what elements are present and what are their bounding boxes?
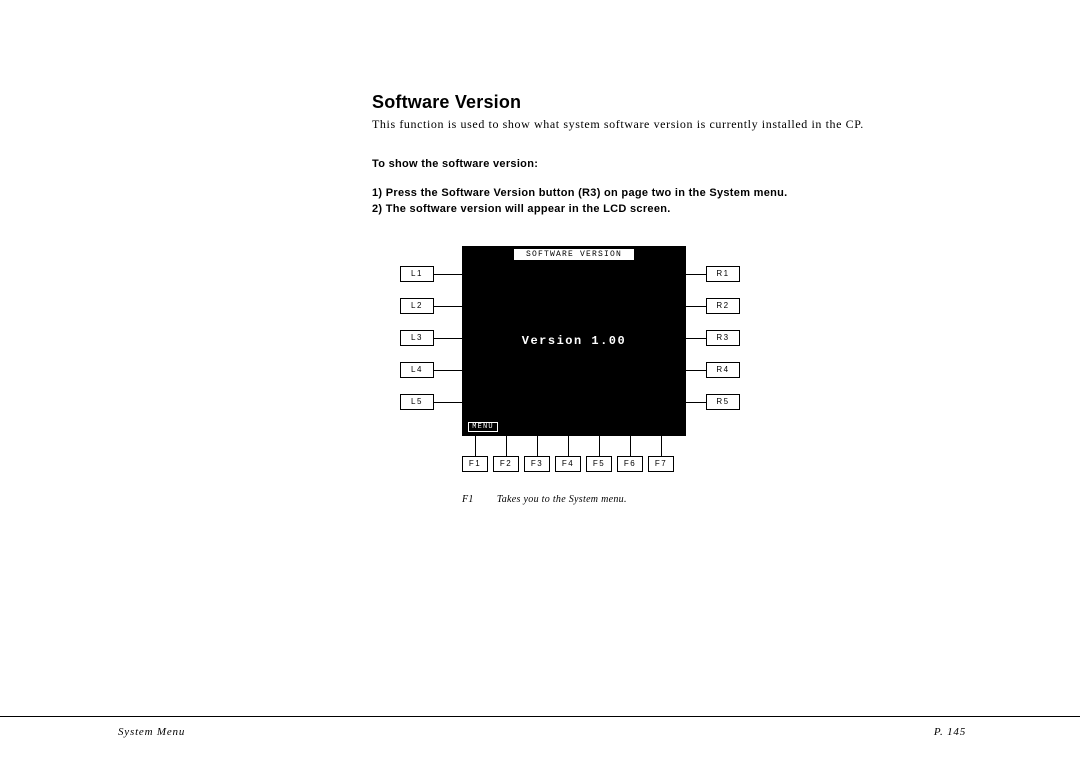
side-button-left: L3 — [400, 330, 434, 346]
connector-line — [678, 338, 706, 339]
connector-line — [434, 306, 462, 307]
side-button-right: R1 — [706, 266, 740, 282]
connector-line — [678, 402, 706, 403]
connector-line — [678, 274, 706, 275]
side-button-right: R4 — [706, 362, 740, 378]
side-button-right: R2 — [706, 298, 740, 314]
connector-line — [568, 436, 569, 456]
connector-line — [661, 436, 662, 456]
connector-line — [599, 436, 600, 456]
lcd-screen: SOFTWARE VERSION Version 1.00 MENU — [462, 246, 686, 436]
connector-line — [475, 436, 476, 456]
connector-line — [434, 370, 462, 371]
f-button-row: F1 F2 F3 F4 F5 F6 F7 — [462, 456, 674, 472]
f-button: F3 — [524, 456, 550, 472]
page-description: This function is used to show what syste… — [372, 117, 962, 132]
lcd-menu-badge: MENU — [468, 422, 498, 432]
f-key-label: F1 — [462, 494, 494, 505]
f-button: F7 — [648, 456, 674, 472]
f-button: F1 — [462, 456, 488, 472]
lcd-version-text: Version 1.00 — [462, 334, 686, 348]
page-heading: Software Version — [372, 92, 962, 113]
connector-line — [630, 436, 631, 456]
side-button-left: L1 — [400, 266, 434, 282]
f-button: F2 — [493, 456, 519, 472]
sub-heading: To show the software version: — [372, 158, 962, 170]
f-button: F4 — [555, 456, 581, 472]
connector-line — [537, 436, 538, 456]
page-footer: System Menu P. 145 — [118, 726, 966, 738]
lcd-title-bar: SOFTWARE VERSION — [514, 249, 634, 260]
footer-rule — [0, 716, 1080, 717]
f-button: F6 — [617, 456, 643, 472]
connector-line — [434, 274, 462, 275]
connector-line — [678, 370, 706, 371]
instruction-line: 1) Press the Software Version button (R3… — [372, 186, 962, 202]
f-button: F5 — [586, 456, 612, 472]
side-button-left: L5 — [400, 394, 434, 410]
side-button-left: L2 — [400, 298, 434, 314]
side-button-right: R5 — [706, 394, 740, 410]
connector-line — [434, 402, 462, 403]
side-button-left: L4 — [400, 362, 434, 378]
connector-line — [434, 338, 462, 339]
footer-page-number: P. 145 — [934, 726, 966, 738]
instructions-block: 1) Press the Software Version button (R3… — [372, 186, 962, 218]
footer-section-name: System Menu — [118, 726, 185, 738]
connector-line — [678, 306, 706, 307]
connector-line — [506, 436, 507, 456]
instruction-line: 2) The software version will appear in t… — [372, 202, 962, 218]
f-key-description: Takes you to the System menu. — [497, 494, 627, 505]
f-key-note: F1 Takes you to the System menu. — [462, 494, 627, 505]
side-button-right: R3 — [706, 330, 740, 346]
